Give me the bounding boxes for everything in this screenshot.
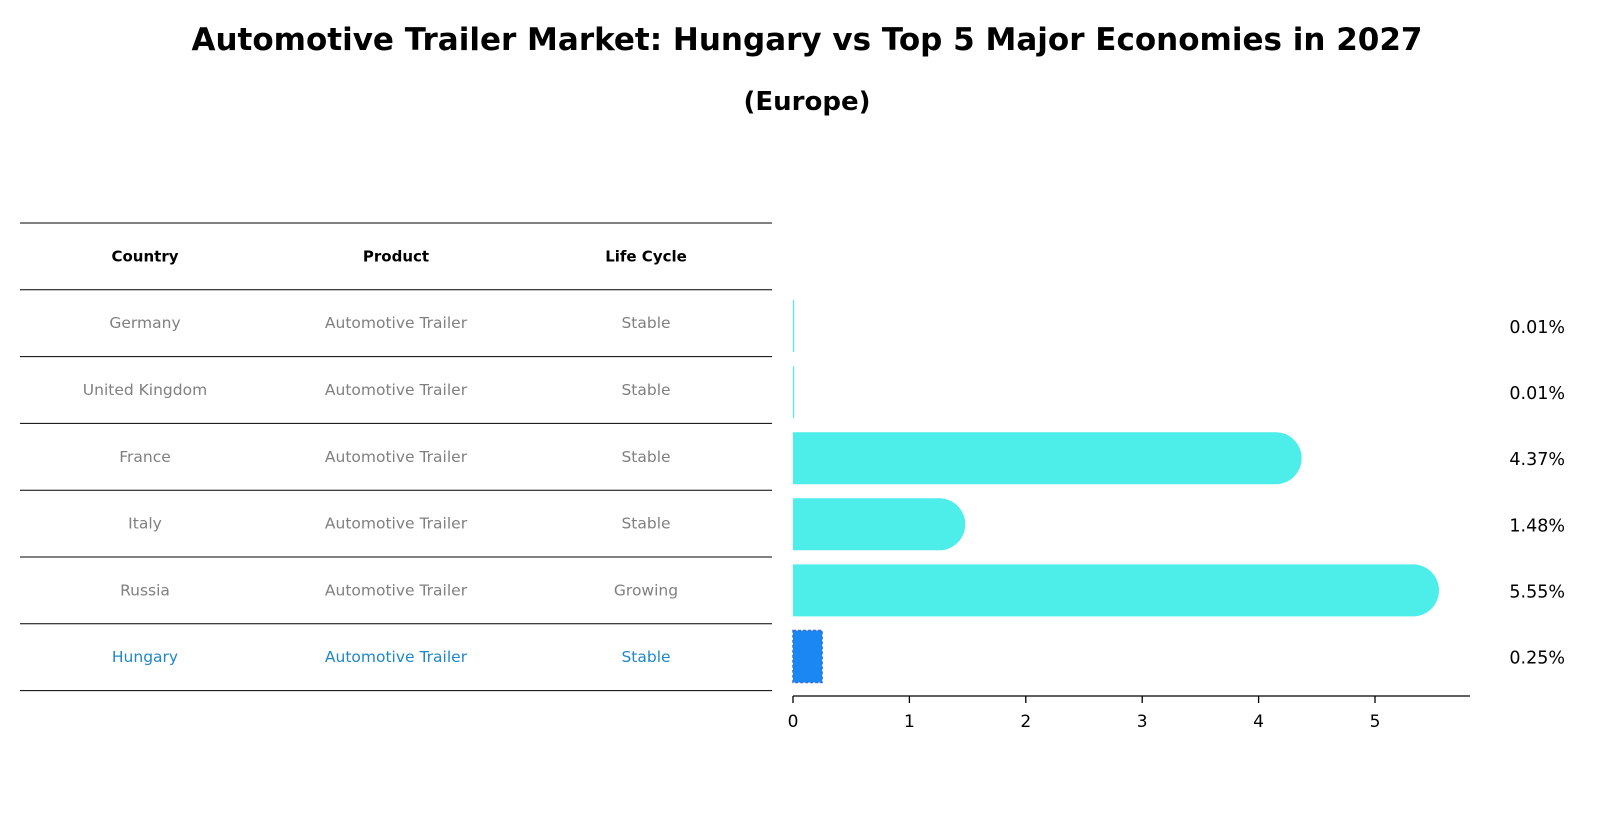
x-tick-label: 1	[904, 712, 915, 732]
cell-product: Automotive Trailer	[325, 448, 468, 466]
cell-country: Germany	[109, 314, 180, 332]
cell-country: Hungary	[112, 648, 178, 666]
cell-product: Automotive Trailer	[325, 581, 468, 599]
bar-france	[793, 432, 1302, 485]
data-label: 0.25%	[1509, 649, 1565, 669]
data-label: 5.55%	[1509, 582, 1565, 602]
header-life-cycle: Life Cycle	[605, 247, 687, 265]
table-row: United Kingdom Automotive Trailer Stable	[83, 381, 671, 399]
cell-life-cycle: Stable	[621, 381, 670, 399]
cell-life-cycle: Stable	[621, 515, 670, 533]
data-table: Country Product Life Cycle Germany Automotiv…	[20, 222, 772, 692]
header-country: Country	[111, 247, 178, 265]
cell-country: Russia	[120, 581, 170, 599]
cell-country: France	[119, 448, 171, 466]
cell-product: Automotive Trailer	[325, 314, 468, 332]
x-tick-label: 4	[1253, 712, 1264, 732]
cell-life-cycle: Stable	[621, 648, 670, 666]
cell-product: Automotive Trailer	[325, 648, 468, 666]
data-label: 4.37%	[1509, 450, 1565, 470]
x-tick-label: 0	[788, 712, 799, 732]
x-tick-label: 5	[1370, 712, 1381, 732]
table-row: Hungary Automotive Trailer Stable	[112, 648, 671, 666]
x-tick-label: 2	[1020, 712, 1031, 732]
bar-italy	[793, 498, 966, 551]
table-row: France Automotive Trailer Stable	[119, 448, 670, 466]
bar-russia	[793, 564, 1440, 617]
data-label: 0.01%	[1509, 318, 1565, 338]
cell-country: Italy	[128, 515, 162, 533]
bar-united-kingdom	[793, 366, 795, 419]
cell-product: Automotive Trailer	[325, 515, 468, 533]
bar-chart: 0.01% 0.01% 4.37% 1.48% 5.55% 0.25% 0 1 2 3 4 5	[788, 300, 1565, 732]
chart-title: Automotive Trailer Market: Hungary vs To…	[192, 22, 1423, 58]
table-row: Germany Automotive Trailer Stable	[109, 314, 670, 332]
chart-subtitle: (Europe)	[744, 87, 871, 117]
x-tick-label: 3	[1137, 712, 1148, 732]
bar-hungary	[792, 629, 823, 684]
cell-country: United Kingdom	[83, 381, 207, 399]
cell-product: Automotive Trailer	[325, 381, 468, 399]
cell-life-cycle: Growing	[614, 581, 678, 599]
table-row: Italy Automotive Trailer Stable	[128, 515, 670, 533]
cell-life-cycle: Stable	[621, 448, 670, 466]
table-row: Russia Automotive Trailer Growing	[120, 581, 678, 599]
bar-germany	[793, 300, 795, 352]
data-label: 1.48%	[1509, 516, 1565, 536]
cell-life-cycle: Stable	[621, 314, 670, 332]
header-product: Product	[363, 247, 429, 265]
data-label: 0.01%	[1509, 384, 1565, 404]
